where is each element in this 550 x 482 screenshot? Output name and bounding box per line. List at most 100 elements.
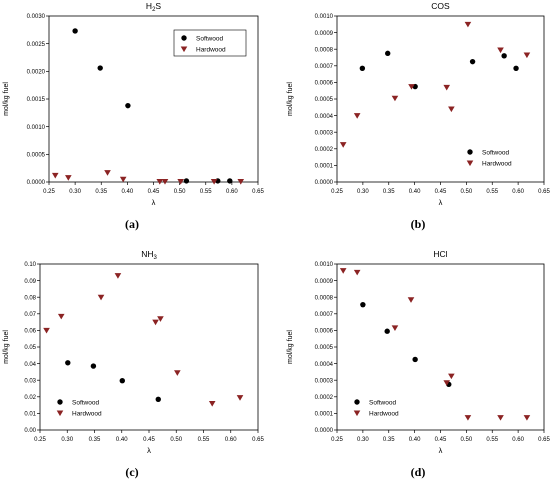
- y-tick-label: 0.0007: [315, 64, 334, 70]
- series-hardwood: [339, 21, 531, 148]
- hardwood-point: [210, 178, 218, 185]
- x-tick-label: 0.55: [486, 437, 498, 443]
- hardwood-point: [208, 400, 216, 407]
- y-tick-label: 0.0003: [315, 378, 334, 384]
- hardwood-point: [156, 178, 164, 185]
- hardwood-point: [497, 415, 504, 421]
- chart-panel-2: 0.25 0.30 0.35 0.40 0.45 0.50 0.55 0.60 0.65 0.00…: [287, 1, 550, 207]
- hardwood-point: [407, 297, 415, 303]
- legend-marker-hardwood: [353, 410, 361, 417]
- softwood-point: [384, 328, 390, 334]
- y-tick-label: 0.0005: [315, 97, 334, 103]
- hardwood-point: [119, 176, 127, 183]
- y-tick-label: 0.0008: [315, 295, 334, 301]
- x-tick-label: 0.40: [116, 437, 128, 443]
- hardwood-point: [236, 395, 244, 401]
- x-tick-label: 0.45: [148, 189, 160, 195]
- hardwood-point: [43, 327, 50, 334]
- legend-marker-softwood: [57, 399, 63, 405]
- y-tick-label: 0.0009: [315, 279, 334, 285]
- y-tick-label: 0.07: [24, 312, 36, 318]
- x-tick-label: 0.60: [226, 189, 238, 195]
- y-tick-label: 0.06: [24, 329, 36, 335]
- softwood-point: [119, 377, 125, 384]
- hardwood-point: [464, 415, 472, 421]
- x-tick-label: 0.55: [200, 189, 212, 195]
- x-tick-label: 0.65: [252, 437, 264, 443]
- y-tick-label: 0.0030: [27, 14, 46, 20]
- series-softwood: [359, 50, 519, 90]
- x-tick-label: 0.60: [512, 189, 524, 195]
- y-tick-label: 0.0015: [27, 97, 46, 103]
- x-tick-label: 0.55: [486, 189, 498, 195]
- x-axis-label: λ: [439, 198, 443, 207]
- series-hardwood: [339, 268, 531, 421]
- hardwood-point: [391, 95, 399, 102]
- y-tick-label: 0.0025: [27, 42, 46, 48]
- chart-panel-3: 0.25 0.30 0.35 0.40 0.45 0.50 0.55 0.60 0.65 0.00…: [3, 249, 264, 455]
- x-tick-label: 0.40: [409, 437, 421, 443]
- y-tick-label: 0.0003: [315, 130, 334, 136]
- y-axis-label: mol/kg fuel: [287, 82, 294, 116]
- softwood-point: [385, 50, 391, 57]
- y-tick-label: 0.0005: [315, 345, 334, 351]
- legend-box: [173, 29, 247, 57]
- x-tick-label: 0.50: [170, 437, 182, 443]
- y-tick-label: 0.0006: [315, 329, 334, 335]
- chart-panel-1: 0.25 0.30 0.35 0.40 0.45 0.50 0.55 0.60 0.65 0.00…: [3, 1, 264, 207]
- softwood-point: [65, 360, 71, 366]
- hardwood-point: [523, 415, 531, 421]
- x-tick-label: 0.60: [512, 437, 524, 443]
- hardwood-point: [97, 294, 105, 301]
- hardwood-point: [339, 268, 347, 274]
- hardwood-point: [497, 47, 504, 54]
- x-axis-label: λ: [439, 446, 443, 455]
- x-tick-label: 0.60: [225, 437, 237, 443]
- x-tick-label: 0.45: [435, 437, 447, 443]
- panel-label-d: (d): [411, 465, 426, 479]
- x-tick-label: 0.55: [198, 437, 210, 443]
- hardwood-point: [237, 178, 245, 185]
- legend-marker-softwood: [467, 149, 473, 155]
- y-tick-label: 0.03: [24, 378, 36, 384]
- hardwood-point: [448, 106, 455, 113]
- y-tick-label: 0.05: [24, 345, 36, 351]
- x-tick-label: 0.30: [357, 189, 369, 195]
- y-tick-label: 0.0010: [315, 14, 334, 20]
- legend-marker-hardwood: [180, 46, 188, 53]
- softwood-point: [125, 102, 131, 109]
- softwood-point: [513, 65, 519, 71]
- hardwood-point: [353, 269, 361, 276]
- y-tick-label: 0.09: [24, 279, 36, 285]
- x-axis-label: λ: [152, 198, 156, 207]
- x-tick-label: 0.25: [34, 437, 46, 443]
- y-tick-label: 0.0010: [27, 125, 46, 131]
- x-tick-label: 0.30: [61, 437, 73, 443]
- x-tick-label: 0.40: [409, 189, 421, 195]
- hardwood-point: [523, 52, 531, 59]
- legend-label-hardwood: Hardwood: [72, 410, 102, 417]
- x-tick-label: 0.50: [461, 437, 473, 443]
- softwood-point: [359, 65, 366, 71]
- legend: Softwood Hardwood: [466, 149, 512, 167]
- y-tick-label: 0.0000: [315, 180, 334, 186]
- softwood-point: [227, 178, 233, 184]
- legend-label-hardwood: Hardwood: [196, 46, 226, 53]
- chart-title: HCl: [433, 249, 447, 259]
- softwood-point: [360, 301, 366, 308]
- panel-label-a: (a): [125, 217, 139, 231]
- chart-title: NH3: [141, 249, 157, 261]
- chart-panel-4: 0.25 0.30 0.35 0.40 0.45 0.50 0.55 0.60 0.65 0.00…: [287, 249, 550, 455]
- hardwood-point: [57, 313, 65, 320]
- hardwood-point: [443, 380, 451, 386]
- hardwood-point: [339, 142, 347, 148]
- y-tick-label: 0.01: [24, 412, 36, 418]
- legend-label-softwood: Softwood: [482, 149, 509, 156]
- series-softwood: [65, 360, 161, 402]
- legend-marker-hardwood: [56, 410, 64, 417]
- series-softwood: [360, 301, 452, 388]
- hardwood-point: [353, 113, 361, 119]
- softwood-point: [90, 363, 97, 369]
- chart-title: COS: [431, 1, 450, 11]
